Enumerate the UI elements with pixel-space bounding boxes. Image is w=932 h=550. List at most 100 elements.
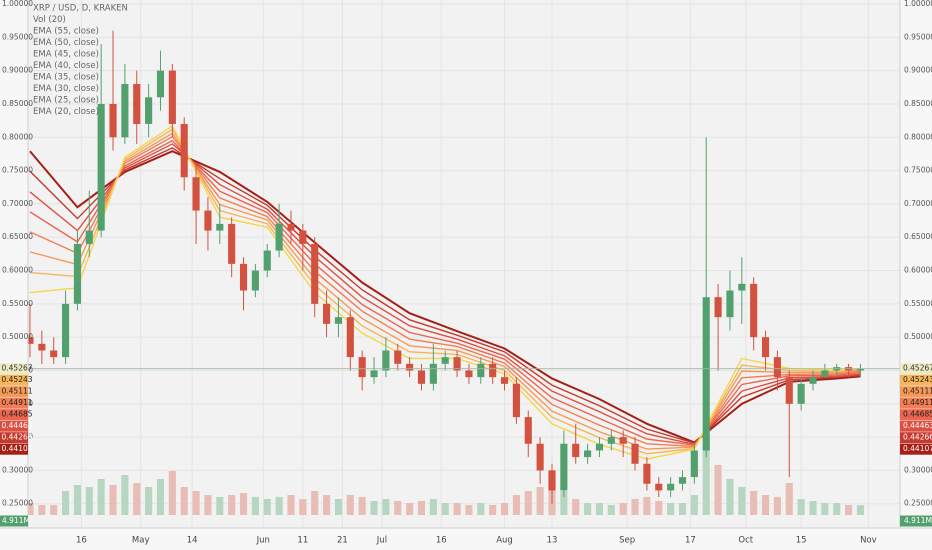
- candle-body: [690, 450, 698, 478]
- price-label-box: [900, 443, 932, 455]
- volume-bar: [690, 495, 698, 515]
- volume-bar: [809, 501, 817, 515]
- candle-body: [856, 368, 865, 371]
- volume-bar: [489, 505, 497, 515]
- legend-entry: EMA (50, close): [33, 38, 99, 48]
- price-label: 0.44266: [903, 433, 932, 442]
- y-tick-label: 0.80000: [904, 132, 932, 141]
- x-tick-label: 17: [685, 536, 696, 546]
- candle-body: [619, 437, 627, 444]
- candle-body: [761, 337, 770, 358]
- candle-body: [667, 483, 675, 491]
- candle-body: [192, 177, 200, 211]
- volume-bar: [406, 503, 414, 515]
- ema-line: [29, 143, 861, 446]
- volume-bar: [619, 503, 627, 515]
- candle-body: [572, 443, 580, 458]
- volume-bar: [821, 503, 829, 515]
- volume-bar: [382, 499, 390, 515]
- price-label: 0.44911: [903, 398, 932, 407]
- y-tick-label: 0.90000: [2, 66, 33, 75]
- price-label-box: [900, 397, 932, 409]
- price-label: 0.44911: [2, 398, 33, 407]
- candle-body: [97, 103, 105, 231]
- price-label: 0.45111: [903, 387, 932, 396]
- price-label-box: [900, 420, 932, 432]
- candle-body: [536, 443, 544, 471]
- candle-body: [678, 477, 687, 484]
- volume-bar: [180, 487, 188, 515]
- price-label: 0.44463: [903, 421, 932, 430]
- time-axis: [0, 528, 932, 550]
- candle-body: [382, 350, 390, 371]
- candle-body: [738, 283, 746, 291]
- x-tick-label: Oct: [738, 536, 753, 546]
- price-label-box: [900, 363, 932, 375]
- candle-body: [429, 363, 437, 384]
- candle-body: [465, 370, 473, 378]
- candle-body: [714, 297, 722, 318]
- y-tick-label: 0.60000: [2, 266, 33, 275]
- volume-bar: [346, 495, 354, 515]
- volume-bar: [429, 499, 437, 515]
- candle-body: [524, 417, 532, 444]
- candle-body: [785, 377, 793, 404]
- candle-body: [370, 370, 378, 378]
- x-tick-label: 21: [337, 536, 348, 546]
- candle-body: [26, 337, 34, 344]
- candle-body: [417, 370, 426, 384]
- candle-body: [548, 470, 556, 491]
- candle-body: [38, 343, 46, 351]
- volume-bar: [512, 495, 520, 515]
- price-label: 0.45111: [2, 387, 33, 396]
- candle-body: [180, 123, 188, 178]
- volume-bar: [358, 497, 366, 515]
- y-tick-label: 0.60000: [904, 266, 932, 275]
- legend-entry: EMA (35, close): [33, 73, 99, 83]
- candle-body: [287, 223, 295, 231]
- volume-bar: [702, 435, 710, 515]
- volume-bar: [192, 491, 200, 515]
- price-label-box: [0, 432, 28, 444]
- candle-body: [228, 223, 236, 264]
- y-tick-label: 0.80000: [2, 132, 33, 141]
- candle-body: [631, 443, 639, 464]
- y-tick-label: 0.50000: [904, 332, 932, 341]
- y-tick-label: 0.70000: [2, 199, 33, 208]
- candle-body: [595, 443, 604, 451]
- y-tick-label: 0.75000: [2, 166, 33, 175]
- candle-body: [655, 483, 663, 491]
- volume-bar: [73, 485, 81, 515]
- y-tick-label: 0.95000: [2, 32, 33, 41]
- price-label: 0.44107: [2, 444, 33, 453]
- candle-body: [512, 383, 520, 418]
- candle-body: [607, 437, 615, 444]
- x-tick-label: 11: [297, 536, 308, 546]
- labels: XRP / USD, D, KRAKEN Vol (20) 0.45267 0.4…: [0, 4, 932, 527]
- y-tick-label: 0.25000: [904, 499, 932, 508]
- candle-body: [453, 357, 461, 371]
- candle-body: [346, 317, 354, 358]
- volume-bar: [524, 491, 532, 515]
- candle-body: [109, 103, 117, 138]
- x-tick-label: Sep: [619, 536, 635, 546]
- volume-label-box: [900, 515, 932, 527]
- volume-bar: [500, 503, 509, 515]
- volume-bar: [785, 483, 793, 515]
- volume-bar: [726, 479, 734, 515]
- volume-bar: [572, 499, 580, 515]
- price-label: 0.44266: [2, 433, 33, 442]
- candle-body: [275, 223, 283, 251]
- candle-body: [156, 70, 165, 98]
- price-label-box: [0, 409, 28, 421]
- ema-line: [29, 150, 861, 444]
- volume-bar: [465, 505, 473, 515]
- volume-bar: [761, 495, 770, 515]
- candle-body: [500, 377, 509, 384]
- volume-bar: [856, 505, 865, 515]
- candle-body: [821, 370, 829, 378]
- price-label: 0.44107: [903, 444, 932, 453]
- y-tick-label: 0.55000: [2, 299, 33, 308]
